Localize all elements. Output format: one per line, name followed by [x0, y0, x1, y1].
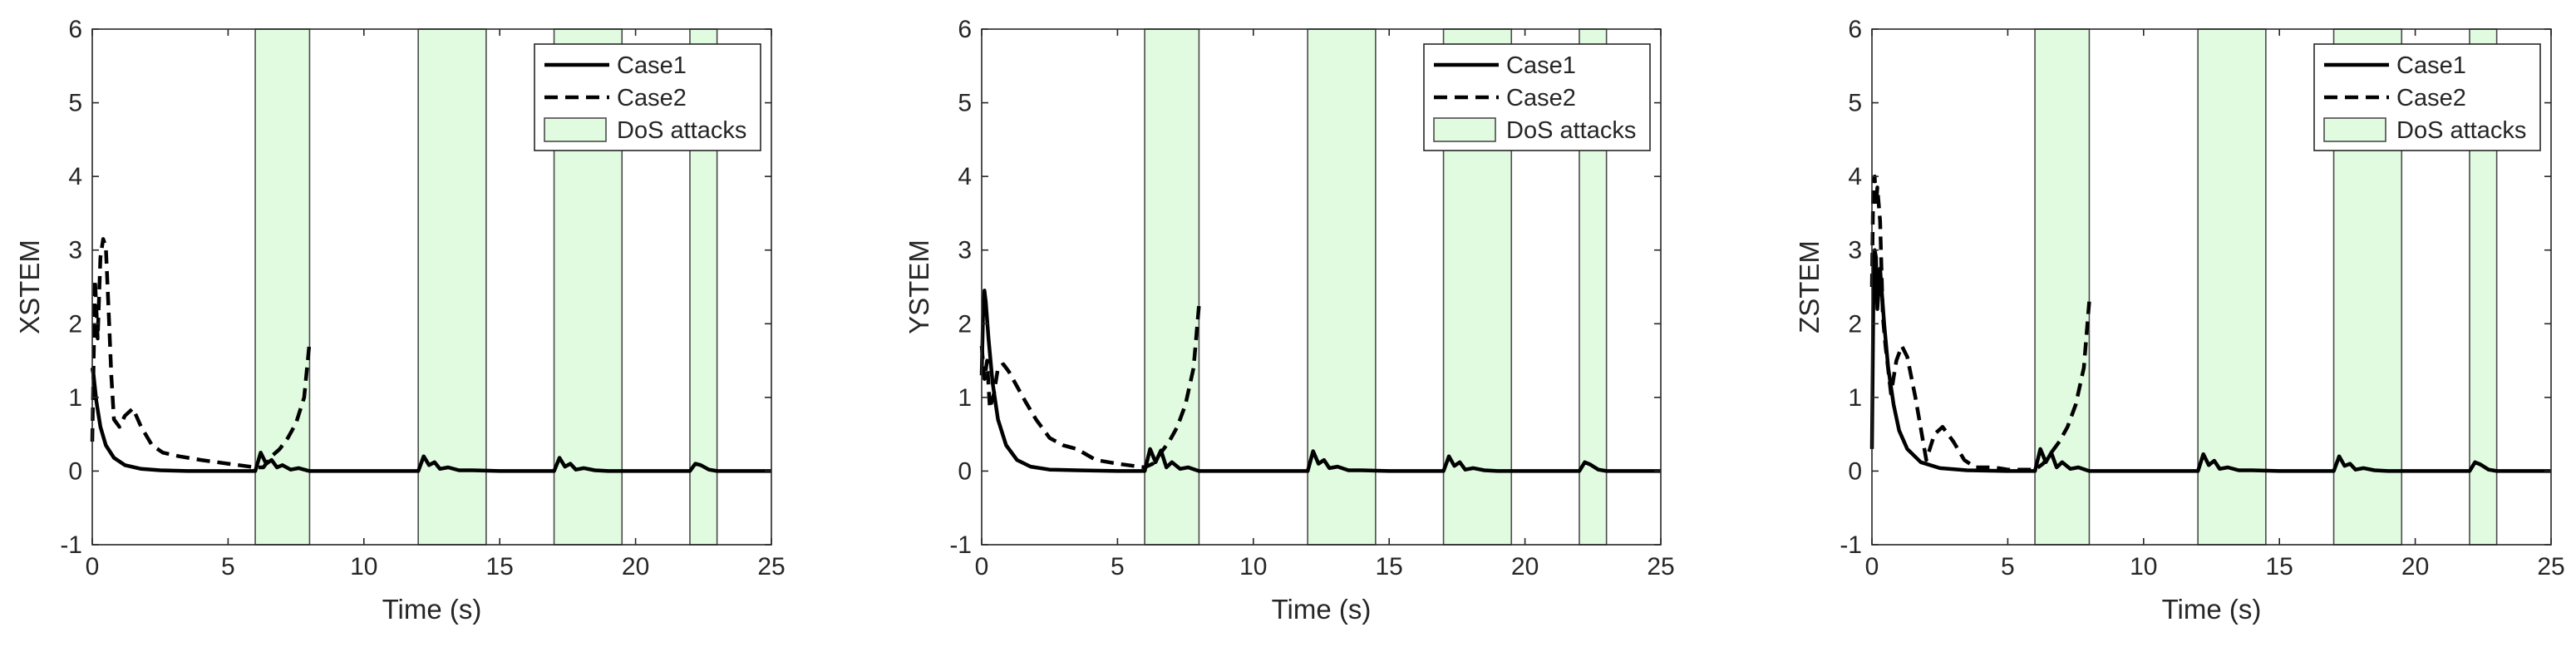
y-axis-label: YSTEM [904, 240, 934, 334]
legend-label-case1: Case1 [617, 52, 687, 79]
legend-swatch-dos [544, 117, 607, 142]
series-line-case2 [90, 237, 312, 470]
y-tick-label: 5 [1848, 90, 1862, 117]
axes-frame [1871, 28, 2552, 546]
legend-label-case1: Case1 [2396, 52, 2466, 79]
y-tick-label: 6 [958, 16, 972, 43]
legend-label-case2: Case2 [2396, 85, 2466, 111]
x-tick-label: 25 [757, 553, 785, 580]
dos-attack-region [417, 28, 487, 546]
legend-label-case2: Case2 [617, 85, 687, 111]
y-tick-label: 4 [1848, 163, 1862, 190]
x-tick-label: 0 [975, 553, 989, 580]
y-tick-label: 1 [1848, 384, 1862, 412]
x-axis-label: Time (s) [382, 594, 482, 625]
x-tick-label: 10 [2130, 553, 2157, 580]
x-tick-label: 10 [350, 553, 377, 580]
y-tick-label: 1 [68, 384, 82, 412]
x-tick-label: 10 [1239, 553, 1267, 580]
y-tick-label: -1 [949, 531, 972, 559]
y-tick-label: 2 [958, 310, 972, 338]
series-line-case1 [90, 368, 771, 473]
y-tick-label: 6 [68, 16, 82, 43]
y-tick-label: 2 [1848, 310, 1862, 338]
legend-swatch-dos [1433, 117, 1496, 142]
legend: Case1 Case2 DoS attacks [534, 43, 761, 151]
y-tick-label: 6 [1848, 16, 1862, 43]
x-tick-label: 20 [1511, 553, 1539, 580]
y-tick-label: 1 [958, 384, 972, 412]
y-tick-label: 4 [958, 163, 972, 190]
axes-frame [91, 28, 772, 546]
x-tick-label: 5 [1111, 553, 1125, 580]
legend-label-case2: Case2 [1506, 85, 1576, 111]
dos-attack-region [1307, 28, 1377, 546]
x-tick-label: 0 [86, 553, 100, 580]
x-tick-label: 25 [1647, 553, 1674, 580]
x-tick-label: 15 [2266, 553, 2293, 580]
x-tick-label: 20 [2401, 553, 2429, 580]
legend-label-dos: DoS attacks [2396, 117, 2526, 144]
y-tick-label: -1 [1840, 531, 1862, 559]
x-axis-label: Time (s) [2162, 594, 2262, 625]
legend-label-case1: Case1 [1506, 52, 1576, 79]
legend: Case1 Case2 DoS attacks [2313, 43, 2541, 151]
y-tick-label: 3 [68, 237, 82, 264]
legend-label-dos: DoS attacks [1506, 117, 1636, 144]
x-axis-label: Time (s) [1272, 594, 1372, 625]
series-line-case2 [979, 304, 1201, 470]
y-tick-label: 0 [1848, 457, 1862, 485]
y-tick-label: 2 [68, 310, 82, 338]
y-tick-label: 5 [68, 90, 82, 117]
x-tick-label: 5 [221, 553, 235, 580]
y-tick-label: -1 [60, 531, 82, 559]
y-axis-label: ZSTEM [1794, 240, 1825, 333]
axes-frame [981, 28, 1662, 546]
y-tick-label: 5 [958, 90, 972, 117]
x-tick-label: 20 [622, 553, 649, 580]
x-tick-label: 5 [2001, 553, 2015, 580]
y-tick-label: 4 [68, 163, 82, 190]
legend-label-dos: DoS attacks [617, 117, 746, 144]
x-tick-label: 15 [1376, 553, 1403, 580]
legend-swatch-dos [2323, 117, 2386, 142]
x-tick-label: 0 [1865, 553, 1879, 580]
y-tick-label: 3 [958, 237, 972, 264]
y-tick-label: 0 [958, 457, 972, 485]
series-line-case1 [979, 289, 1661, 473]
y-axis-label: XSTEM [14, 240, 45, 334]
x-tick-label: 15 [486, 553, 514, 580]
x-tick-label: 25 [2537, 553, 2564, 580]
series-line-case1 [1869, 248, 2551, 473]
y-tick-label: 0 [68, 457, 82, 485]
legend: Case1 Case2 DoS attacks [1423, 43, 1651, 151]
y-tick-label: 3 [1848, 237, 1862, 264]
series-line-case2 [1869, 174, 2091, 472]
